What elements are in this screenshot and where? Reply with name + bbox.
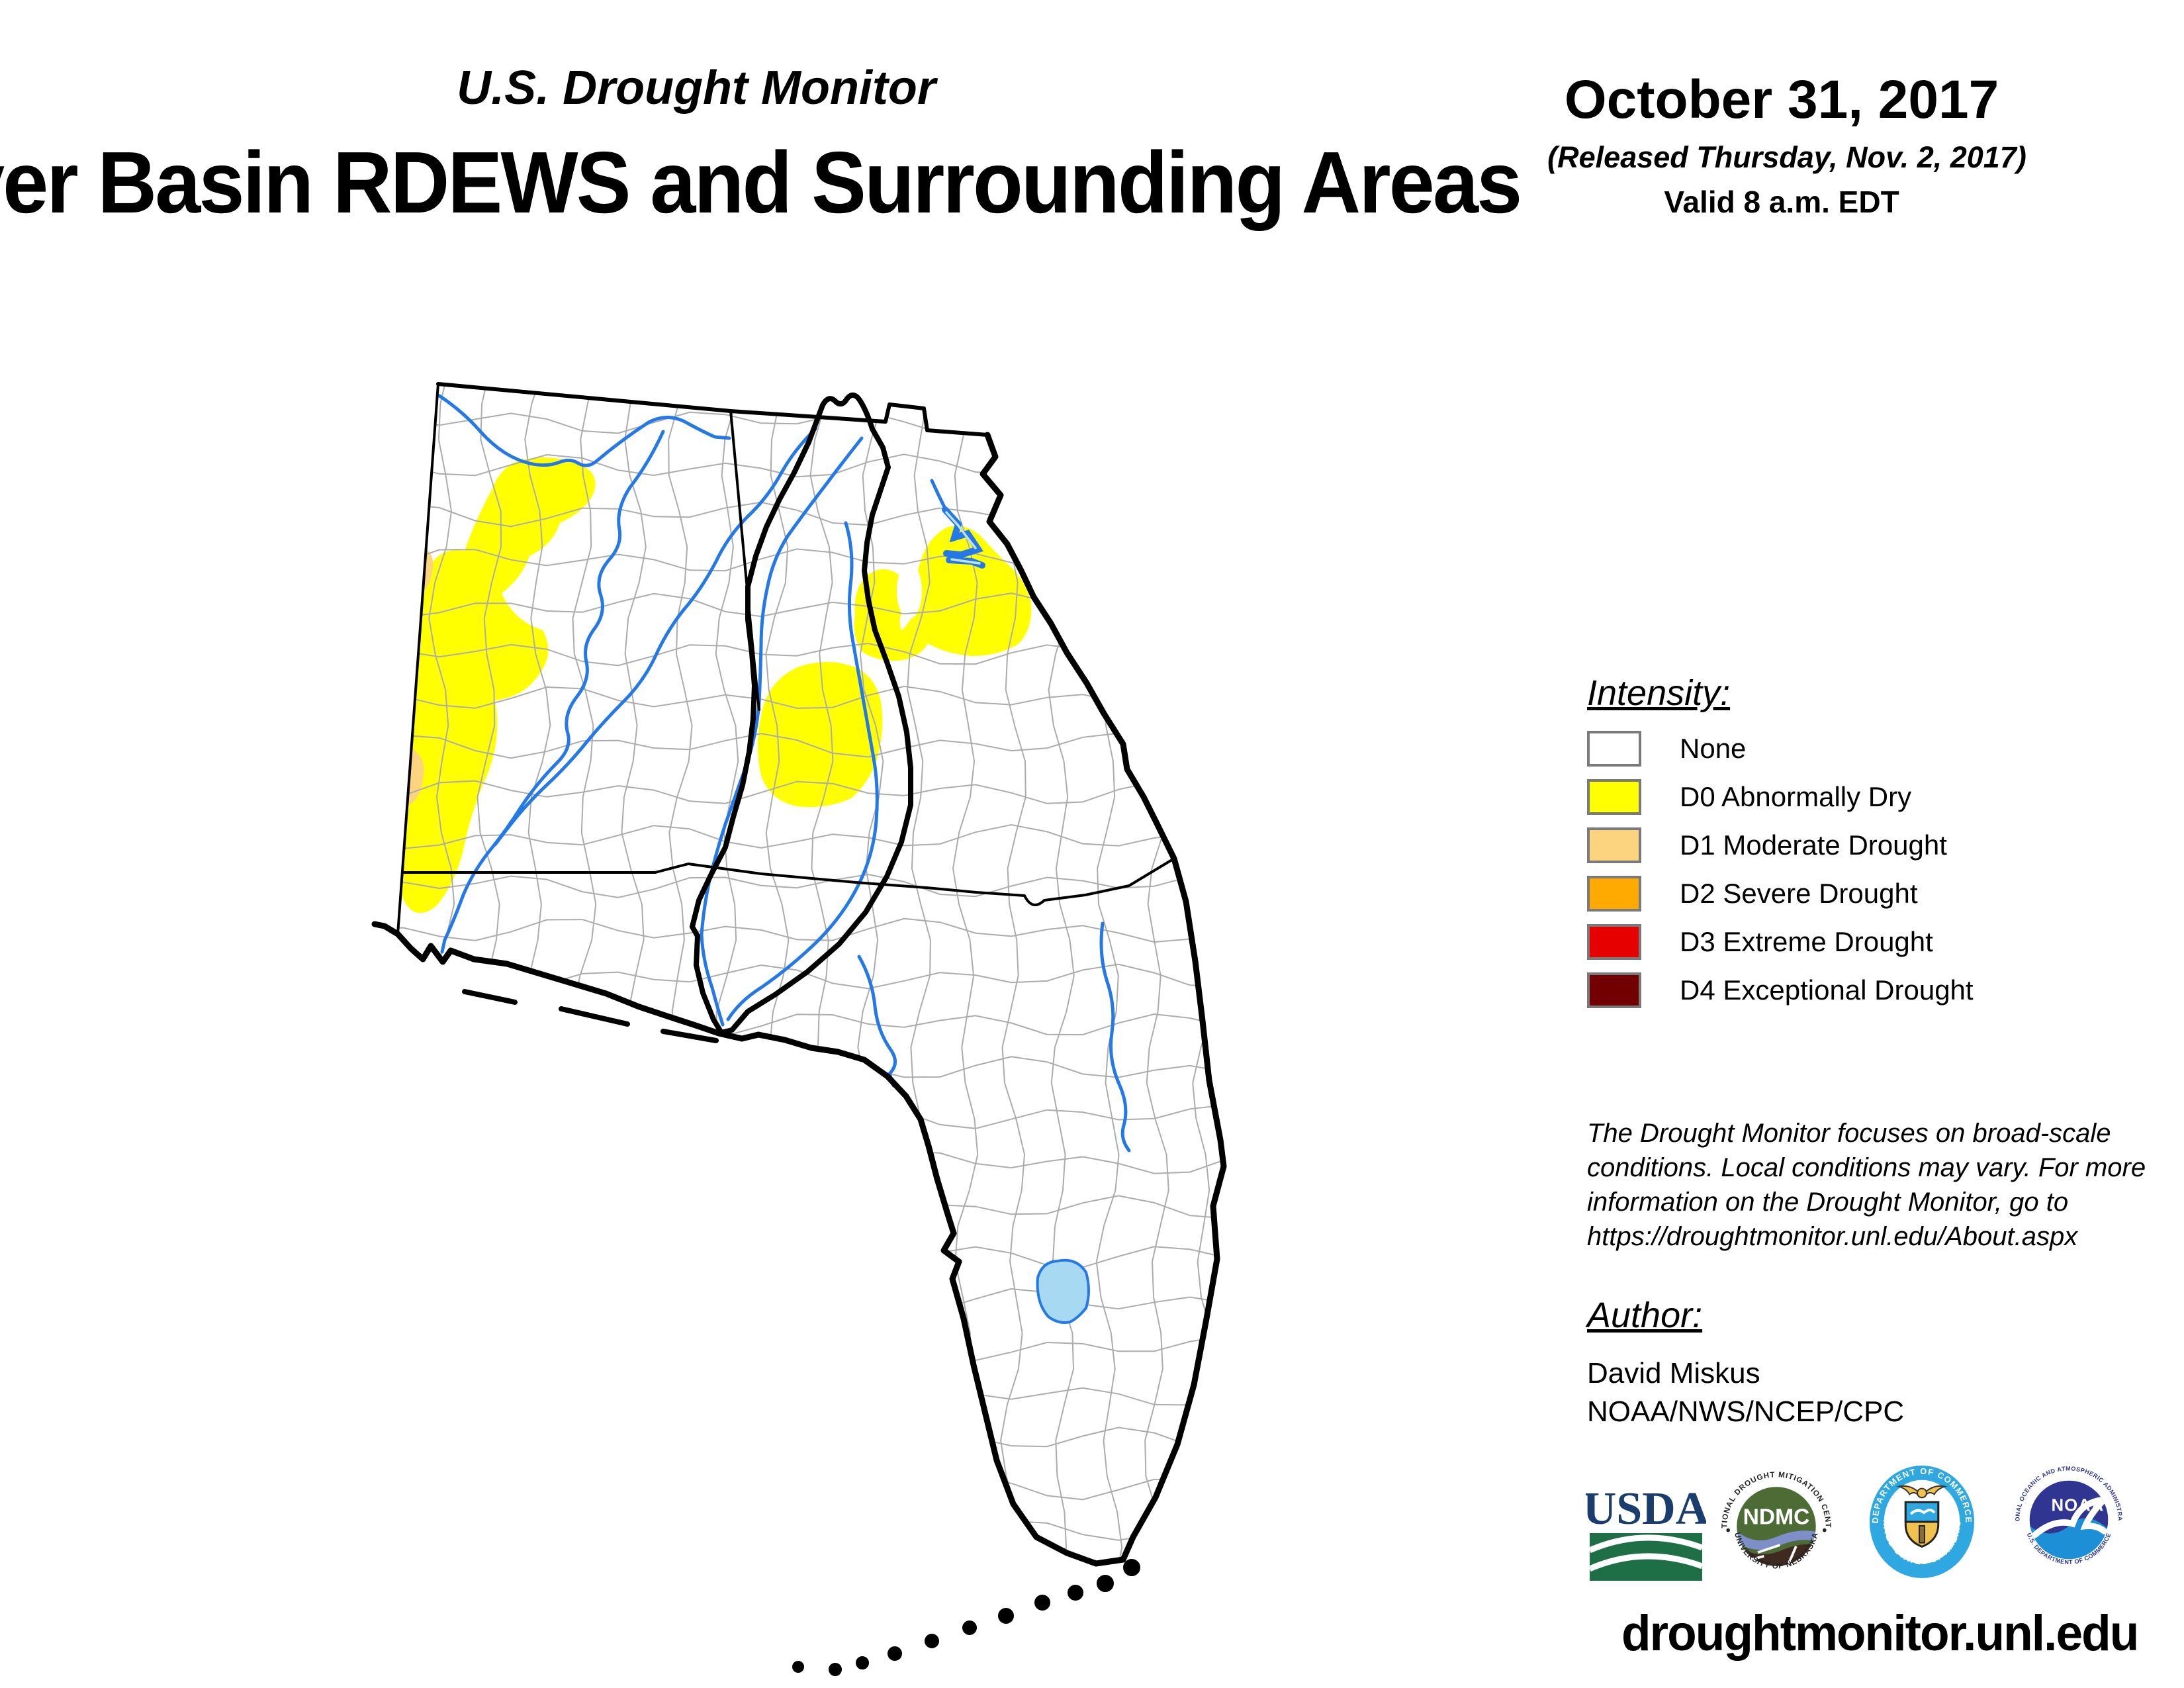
legend-title: Intensity:	[1587, 673, 1731, 713]
page-title: ver Basin RDEWS and Surrounding Areas	[0, 134, 1522, 231]
noaa-logo-icon: NOAA NATIONAL OCEANIC AND ATMOSPHERIC AD…	[2012, 1463, 2123, 1566]
ndmc-text: NDMC	[1743, 1505, 1810, 1529]
tennessee-river	[437, 394, 731, 467]
coastline	[371, 432, 1227, 1567]
lakes	[942, 506, 1090, 1324]
author-name: David Miskus	[1587, 1357, 1760, 1389]
d0-central-georgia	[758, 662, 883, 808]
author-heading: Author:	[1587, 1295, 1703, 1335]
disclaimer-text: The Drought Monitor focuses on broad-sca…	[1587, 1119, 2146, 1251]
lake-okeechobee	[1036, 1258, 1090, 1324]
legend-item-d0: D0 Abnormally Dry	[1587, 779, 1974, 815]
doc-eagle-icon	[1896, 1485, 1948, 1499]
d0-northeast-georgia	[854, 526, 1032, 661]
release-date: (Released Thursday, Nov. 2, 2017)	[1547, 140, 2026, 174]
legend-swatch-d1	[1587, 827, 1641, 863]
ndmc-logo-icon: NDMC NATIONAL DROUGHT MITIGATION CENTER …	[1721, 1471, 1832, 1571]
legend-label: D1 Moderate Drought	[1680, 829, 1947, 861]
legend-swatch-d4	[1587, 972, 1641, 1008]
us-drought-monitor-heading: U.S. Drought Monitor	[457, 62, 936, 115]
flint-river	[726, 521, 879, 1021]
legend-item-d4: D4 Exceptional Drought	[1587, 972, 1974, 1008]
intensity-legend: Intensity: None D0 Abnormally Dry D1 Mod…	[1587, 673, 1974, 1021]
legend-item-none: None	[1587, 731, 1974, 767]
noaa-text: NOAA	[2051, 1497, 2104, 1515]
legend-item-d3: D3 Extreme Drought	[1587, 924, 1974, 960]
rivers	[437, 394, 1131, 1152]
st-johns-river	[1099, 921, 1131, 1152]
droughtmonitor-url: droughtmonitor.unl.edu	[1621, 1605, 2139, 1662]
author-organization: NOAA/NWS/NCEP/CPC	[1587, 1395, 1905, 1428]
legend-label: D3 Extreme Drought	[1680, 926, 1933, 957]
basin-boundary	[690, 392, 913, 1035]
usda-text: USDA	[1586, 1483, 1706, 1534]
tombigbee-river	[440, 430, 665, 954]
legend-swatch-d0	[1587, 779, 1641, 815]
alabama-river	[493, 427, 817, 847]
usda-logo-icon: USDA	[1586, 1483, 1706, 1581]
legend-label: None	[1680, 733, 1747, 764]
georgia-florida-border	[654, 857, 1175, 906]
valid-time: Valid 8 a.m. EDT	[1664, 185, 1899, 219]
barrier-islands	[462, 989, 1140, 1676]
legend-item-d1: D1 Moderate Drought	[1587, 827, 1974, 863]
legend-item-d2: D2 Severe Drought	[1587, 876, 1974, 912]
legend-swatch-d3	[1587, 924, 1641, 960]
legend-label: D0 Abnormally Dry	[1680, 781, 1912, 812]
savannah-headwater	[930, 479, 947, 510]
legend-label: D4 Exceptional Drought	[1680, 974, 1974, 1006]
d0-west-alabama	[398, 457, 596, 914]
doc-shield-icon	[1904, 1501, 1940, 1548]
map-date: October 31, 2017	[1564, 70, 1999, 130]
drought-areas	[398, 457, 1032, 914]
d0-notch	[897, 563, 922, 619]
legend-label: D2 Severe Drought	[1680, 878, 1918, 909]
legend-swatch-d2	[1587, 876, 1641, 912]
chattahoochee-river	[700, 436, 864, 1027]
suwannee-river	[857, 955, 897, 1088]
department-of-commerce-seal-icon: DEPARTMENT OF COMMERCE UNITED STATES OF …	[1866, 1462, 1975, 1578]
alabama-west-border	[396, 383, 439, 935]
legend-swatch-none	[1587, 731, 1641, 767]
